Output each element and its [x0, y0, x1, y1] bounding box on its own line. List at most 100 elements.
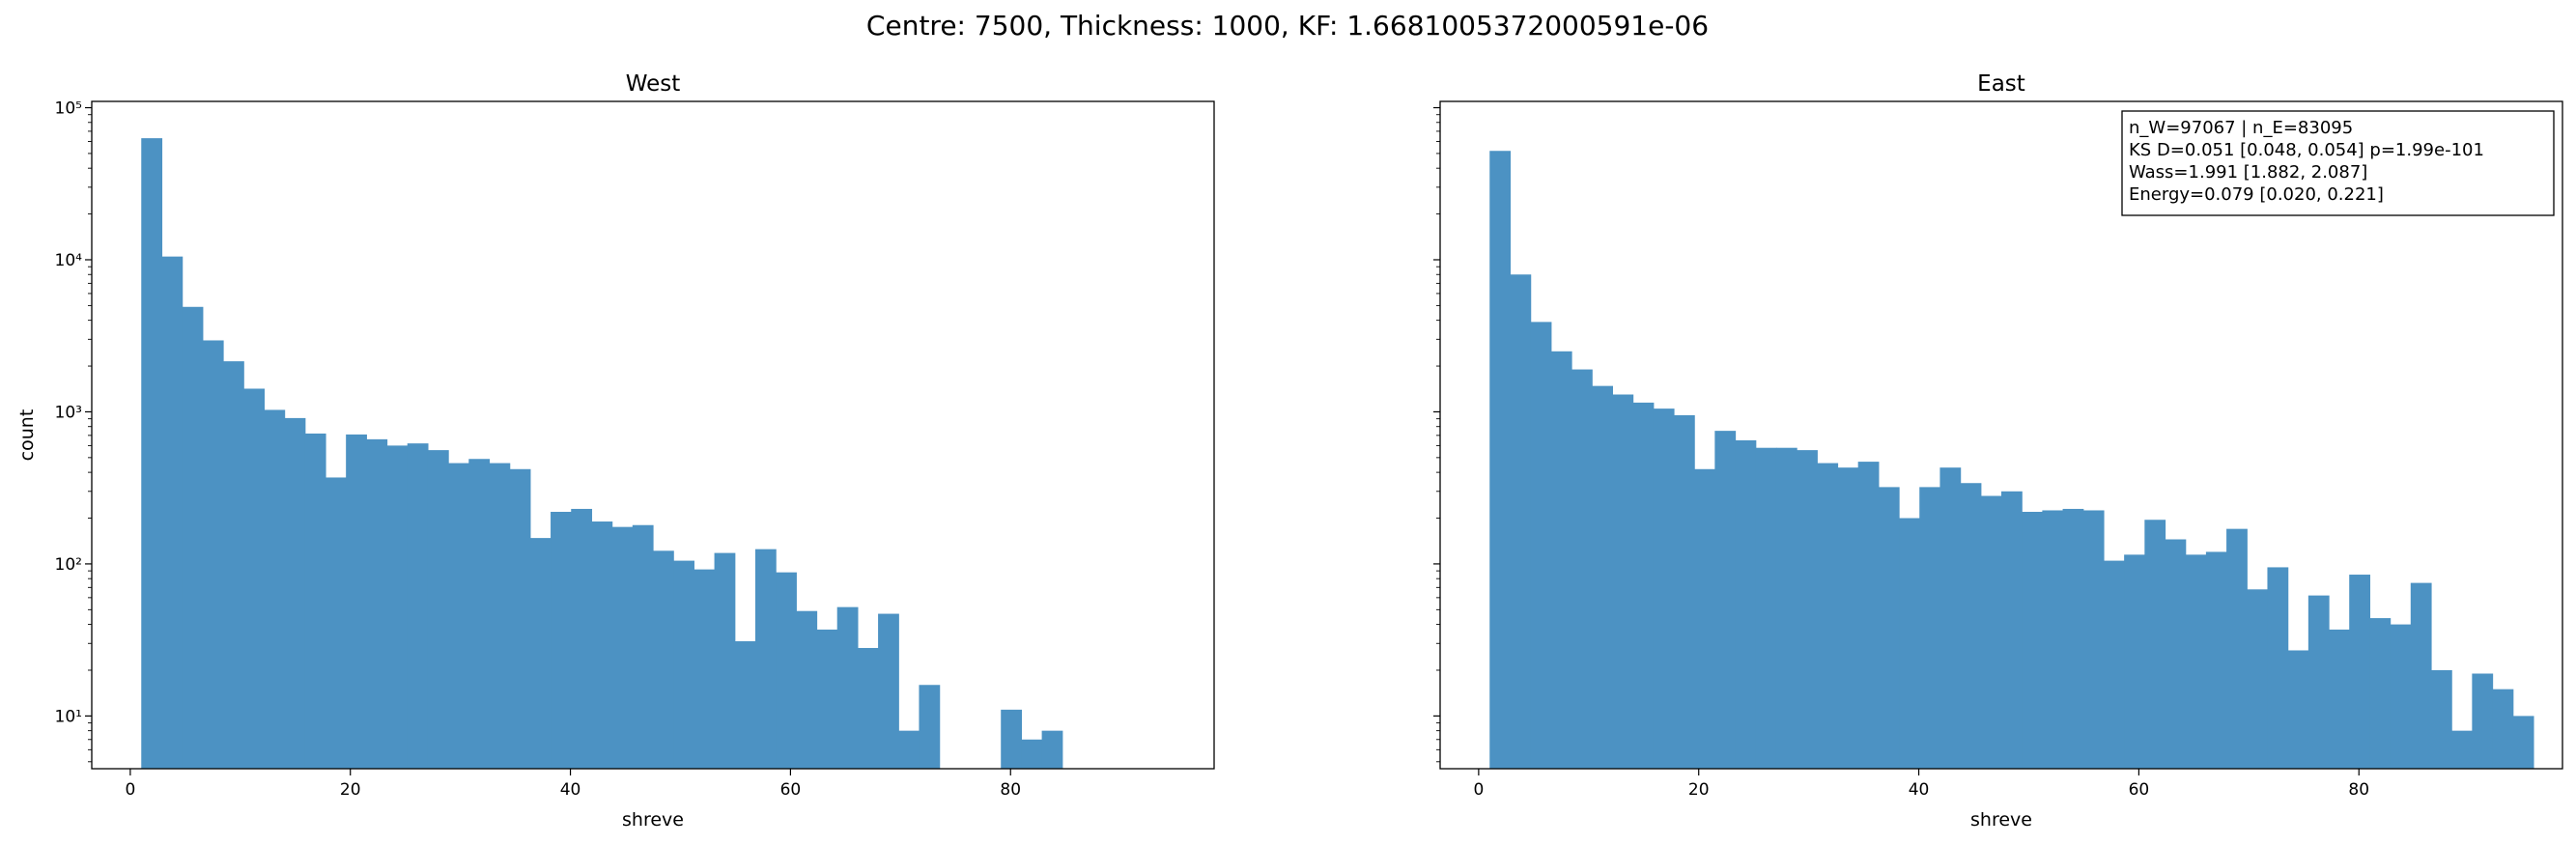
west-x-tick-label: 0	[125, 780, 135, 800]
east-bar	[1653, 408, 1675, 769]
east-bar	[1775, 447, 1798, 769]
east-bar	[2165, 539, 2187, 769]
west-y-tick-label: 10⁵	[55, 99, 82, 119]
east-panel-title: East	[1977, 71, 2025, 97]
east-bar	[1550, 351, 1572, 769]
west-bar	[898, 730, 920, 769]
west-x-axis-label: shreve	[622, 809, 684, 831]
east-bar	[1714, 431, 1737, 769]
east-bar	[2205, 551, 2227, 769]
east-bar	[1755, 447, 1777, 769]
west-y-tick-label: 10¹	[55, 707, 82, 726]
west-bar	[346, 434, 367, 769]
west-panel-title: West	[626, 71, 681, 97]
west-x-tick-label: 80	[1000, 780, 1021, 800]
east-bar	[1899, 518, 1920, 769]
east-bar	[2472, 673, 2494, 769]
west-bar	[694, 569, 716, 769]
west-bar	[141, 138, 163, 769]
east-x-tick-label: 40	[1909, 780, 1930, 800]
west-bar	[202, 340, 224, 769]
west-bar	[182, 306, 204, 769]
east-bar	[2410, 582, 2432, 769]
east-bars	[1489, 151, 2534, 770]
east-bar	[2082, 510, 2105, 769]
east-x-axis-label: shreve	[1970, 809, 2032, 831]
east-bar	[1694, 468, 1715, 769]
east-bar	[1878, 487, 1900, 769]
east-bar	[1735, 439, 1757, 769]
west-bar	[754, 549, 777, 769]
east-bar	[1980, 495, 2002, 769]
west-y-tick-label: 10²	[55, 555, 82, 575]
east-bar	[2042, 510, 2064, 769]
west-bar	[673, 560, 694, 769]
west-bar	[714, 552, 736, 769]
west-bar	[427, 450, 449, 769]
west-bar	[919, 685, 941, 769]
east-bar	[2062, 508, 2084, 769]
east-bar	[1857, 462, 1880, 769]
east-bar	[2369, 618, 2392, 769]
east-bar	[2124, 554, 2145, 769]
east-bar	[1919, 487, 1941, 769]
east-bar	[1612, 394, 1634, 769]
east-stats-line: KS D=0.051 [0.048, 0.054] p=1.99e-101	[2129, 140, 2484, 160]
east-x-tick-label: 20	[1688, 780, 1710, 800]
west-bar	[591, 521, 613, 769]
west-x-tick-label: 40	[560, 780, 581, 800]
west-bar	[1021, 739, 1043, 769]
east-bar	[2451, 730, 2473, 769]
east-bar	[2512, 716, 2534, 769]
west-x-tick-label: 60	[780, 780, 802, 800]
east-bar	[1939, 467, 1962, 769]
east-bar	[1571, 369, 1593, 769]
west-bar	[571, 508, 593, 769]
east-bar	[1632, 402, 1655, 769]
east-bar	[1530, 322, 1552, 769]
east-bar	[2185, 554, 2207, 769]
west-bar	[653, 550, 674, 769]
west-bar	[1041, 730, 1063, 769]
east-bar	[2001, 491, 2023, 769]
east-bar	[2144, 520, 2166, 769]
west-bar	[776, 572, 797, 769]
east-bar	[2307, 595, 2330, 769]
east-stats-box	[2121, 110, 2555, 216]
east-bar	[1960, 483, 1982, 769]
east-x-tick-label: 0	[1473, 780, 1484, 800]
east-bar	[2287, 650, 2309, 769]
west-bar	[816, 629, 838, 769]
east-histogram-panel: 0 20 40 60 80 East shreve n_W=97067 | n_E=83095…	[1433, 71, 2563, 831]
east-stats-line: Energy=0.079 [0.020, 0.221]	[2129, 184, 2384, 205]
west-bar	[284, 417, 306, 769]
east-bar	[1489, 151, 1512, 770]
west-bar	[509, 468, 531, 769]
east-bar	[2247, 589, 2269, 769]
west-bar	[836, 606, 859, 769]
west-bar	[386, 445, 409, 769]
east-bar	[2267, 567, 2289, 769]
west-bar	[223, 361, 244, 769]
west-bar	[611, 526, 634, 769]
west-y-axis-label: count	[16, 409, 38, 462]
east-bar	[2103, 560, 2125, 769]
west-bar	[468, 459, 491, 769]
east-bar	[2022, 512, 2043, 769]
east-bar	[1797, 450, 1818, 769]
west-bar	[489, 463, 511, 769]
east-bar	[1592, 385, 1613, 769]
east-stats-line: Wass=1.991 [1.882, 2.087]	[2129, 162, 2367, 183]
west-bar	[632, 524, 654, 769]
west-bar	[325, 477, 347, 769]
west-bar	[407, 443, 429, 769]
west-y-tick-label: 10⁴	[55, 251, 83, 270]
east-bar	[2349, 575, 2371, 769]
east-bar	[1510, 274, 1532, 769]
east-bar	[2226, 528, 2248, 769]
east-stats-line: n_W=97067 | n_E=83095	[2129, 118, 2353, 138]
west-bar	[796, 610, 818, 769]
west-bar	[857, 647, 879, 769]
east-bar	[2492, 689, 2514, 769]
